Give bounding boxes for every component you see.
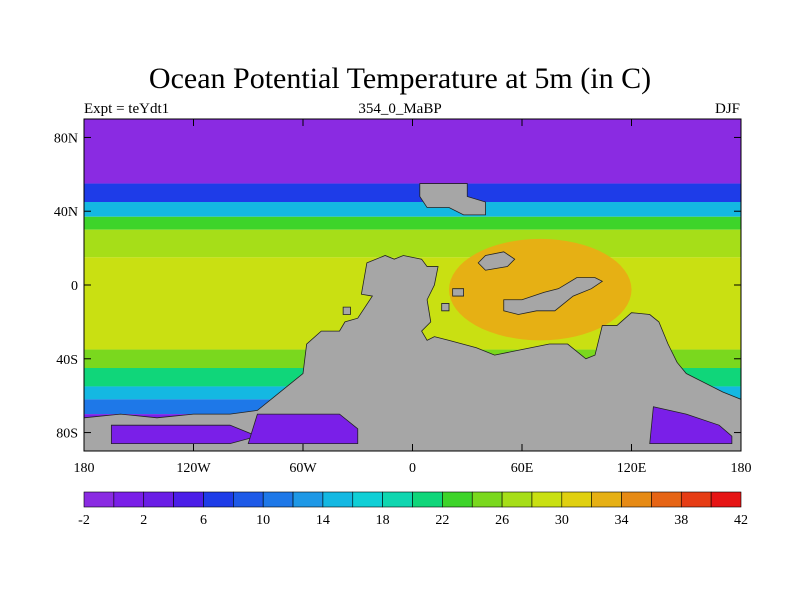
season-label: DJF — [714, 101, 740, 117]
latitude-axis: 80N 40N 0 40S 80S — [54, 131, 741, 442]
time-label: 354_0_MaBP — [358, 101, 442, 117]
colorbar-swatch — [382, 491, 413, 508]
temperature-band — [84, 119, 741, 184]
y-tick-label: 40N — [54, 205, 78, 220]
page-title: Ocean Potential Temperature at 5m (in C) — [148, 62, 652, 95]
colorbar-swatch — [531, 491, 563, 508]
colorbar-swatch — [352, 491, 383, 508]
colorbar-label: 10 — [256, 513, 270, 528]
colorbar-swatch — [561, 491, 592, 508]
colorbar-label: 42 — [734, 513, 748, 528]
x-tick-label: 60E — [511, 461, 534, 476]
colorbar-swatch — [113, 491, 145, 508]
colorbar-swatch — [680, 491, 712, 508]
land-mass — [452, 288, 465, 297]
colorbar-label: 38 — [674, 513, 688, 528]
colorbar-swatch — [233, 491, 264, 508]
colorbar-swatch — [173, 491, 204, 508]
colorbar-swatch — [262, 491, 294, 508]
colorbar-swatch — [83, 491, 115, 508]
y-tick-label: 80S — [56, 427, 78, 442]
temperature-band — [84, 216, 741, 230]
x-tick-label: 180 — [731, 461, 752, 476]
colorbar-label: 18 — [376, 513, 390, 528]
colorbar-swatch — [591, 491, 622, 508]
warm-pool-region — [449, 238, 632, 341]
colorbar-swatch — [621, 491, 652, 508]
land-mass — [477, 251, 516, 271]
colorbar-label: -2 — [78, 513, 90, 528]
experiment-label: Expt = teYdt1 — [84, 101, 170, 117]
colorbar-label: 2 — [140, 513, 147, 528]
temperature-band — [84, 229, 741, 258]
colorbar-swatch — [203, 491, 234, 508]
colorbar: -2 2 6 10 14 18 22 26 30 34 38 42 — [78, 491, 748, 528]
colorbar-swatch — [412, 491, 443, 508]
land-mask — [84, 183, 741, 451]
colorbar-swatch — [442, 491, 473, 508]
y-tick-label: 80N — [54, 131, 78, 146]
longitude-axis: 180 120W 60W 0 60E 120E 180 — [74, 119, 752, 476]
colorbar-swatch — [471, 491, 503, 508]
colorbar-label: 34 — [615, 513, 629, 528]
land-mass — [503, 277, 604, 315]
colorbar-swatch — [322, 491, 354, 508]
colorbar-swatch — [651, 491, 682, 508]
colorbar-label: 14 — [316, 513, 330, 528]
colorbar-swatch — [292, 491, 324, 508]
y-tick-label: 40S — [56, 353, 78, 368]
colorbar-label: 22 — [435, 513, 449, 528]
land-mass — [84, 255, 741, 451]
land-mass — [342, 306, 351, 315]
colorbar-swatch — [501, 491, 533, 508]
x-tick-label: 180 — [74, 461, 95, 476]
colorbar-swatch — [710, 491, 742, 508]
land-mass — [419, 183, 486, 216]
colorbar-label: 26 — [495, 513, 509, 528]
colorbar-swatch — [143, 491, 174, 508]
polar-cold-water — [110, 424, 259, 445]
temperature-band — [84, 202, 741, 217]
polar-cold-water — [649, 406, 733, 445]
x-tick-label: 60W — [289, 461, 317, 476]
y-tick-label: 0 — [71, 279, 78, 294]
colorbar-label: 30 — [555, 513, 569, 528]
colorbar-label: 6 — [200, 513, 207, 528]
temperature-band — [84, 183, 741, 202]
land-mass — [441, 303, 450, 312]
x-tick-label: 0 — [409, 461, 416, 476]
polar-cold-water — [247, 413, 359, 445]
x-tick-label: 120W — [176, 461, 211, 476]
x-tick-label: 120E — [617, 461, 647, 476]
